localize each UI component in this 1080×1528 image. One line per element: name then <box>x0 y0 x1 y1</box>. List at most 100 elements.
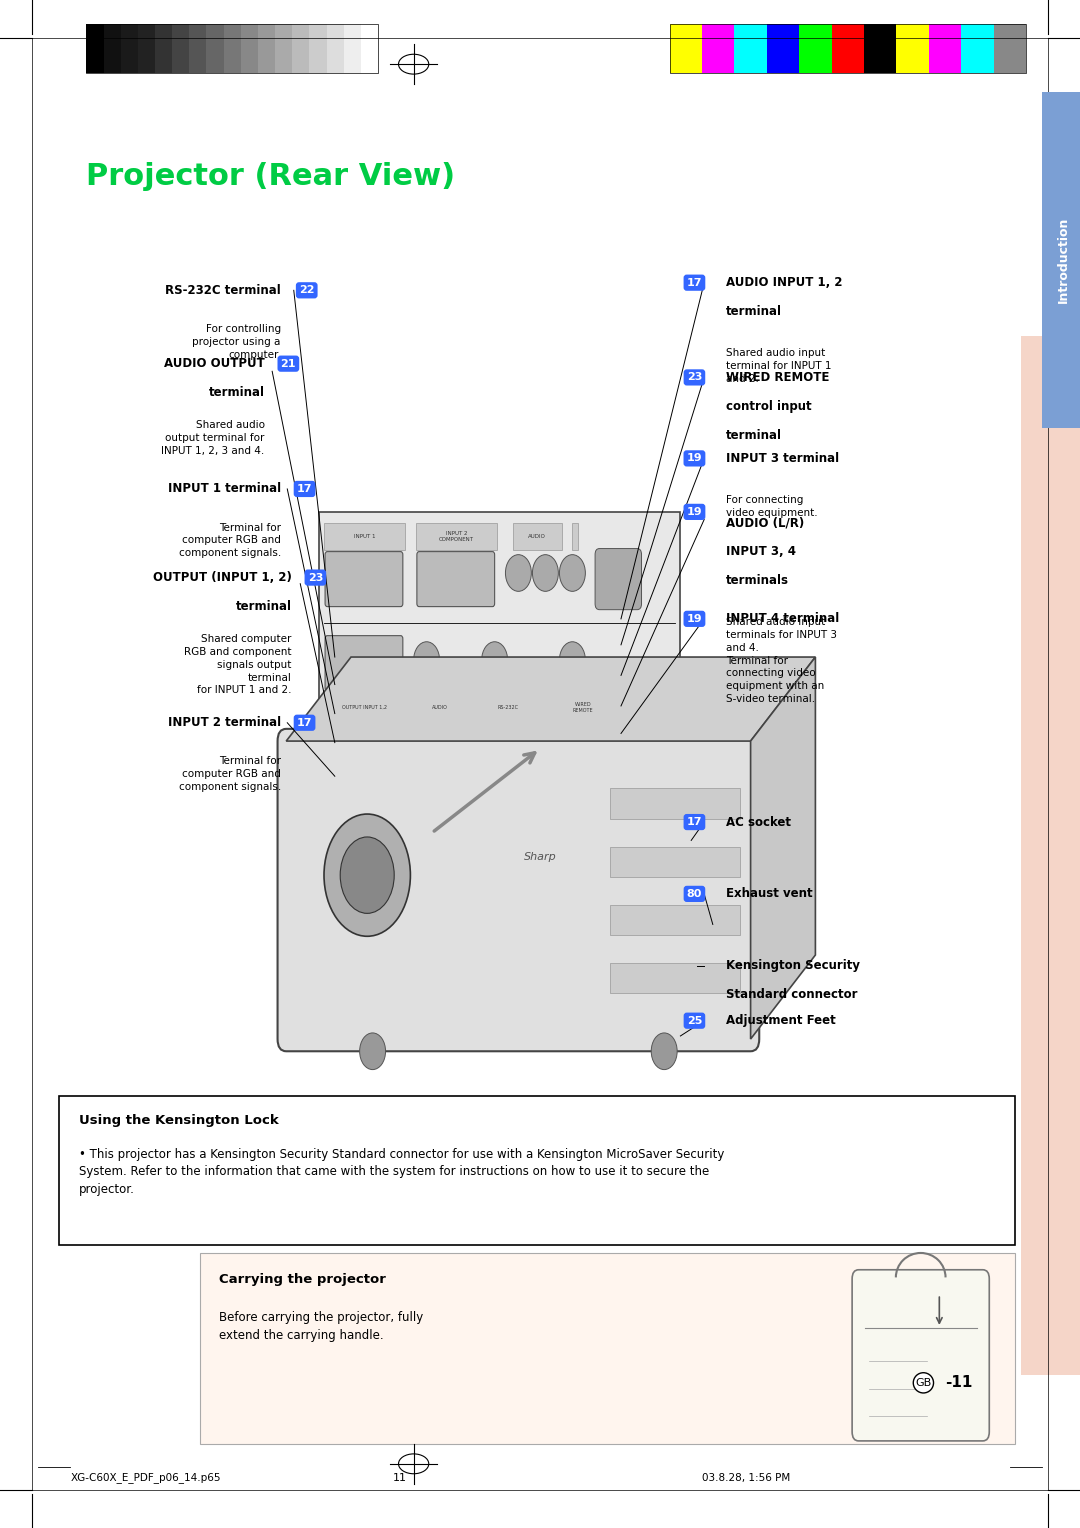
Bar <box>475 694 540 721</box>
Polygon shape <box>751 657 815 1039</box>
Text: 17: 17 <box>297 718 312 727</box>
Bar <box>104 24 121 73</box>
Text: WIRED
REMOTE: WIRED REMOTE <box>572 701 594 714</box>
Bar <box>610 788 740 819</box>
Text: 19: 19 <box>687 454 702 463</box>
Bar <box>156 24 172 73</box>
Text: terminal: terminal <box>726 306 782 318</box>
FancyBboxPatch shape <box>325 636 403 691</box>
Circle shape <box>559 642 585 678</box>
Text: 11: 11 <box>393 1473 406 1482</box>
Text: RS-232C terminal: RS-232C terminal <box>165 284 281 296</box>
FancyBboxPatch shape <box>325 552 403 607</box>
Bar <box>1021 336 1080 1375</box>
Bar <box>551 694 616 721</box>
Bar <box>929 24 961 73</box>
Text: GB: GB <box>915 1378 932 1387</box>
Bar <box>224 24 241 73</box>
Text: Shared audio
output terminal for
INPUT 1, 2, 3 and 4.: Shared audio output terminal for INPUT 1… <box>161 420 265 455</box>
Text: XG-C60X_E_PDF_p06_14.p65: XG-C60X_E_PDF_p06_14.p65 <box>70 1471 220 1484</box>
Text: Standard connector: Standard connector <box>726 989 858 1001</box>
Bar <box>961 24 994 73</box>
Text: INPUT 4 terminal: INPUT 4 terminal <box>726 613 839 625</box>
Bar <box>864 24 896 73</box>
Text: terminal: terminal <box>208 387 265 399</box>
Text: 17: 17 <box>687 278 702 287</box>
Bar <box>702 24 734 73</box>
Text: 19: 19 <box>687 614 702 623</box>
Text: 17: 17 <box>297 484 312 494</box>
Circle shape <box>559 555 585 591</box>
Bar <box>200 1253 1015 1444</box>
Text: INPUT 1 terminal: INPUT 1 terminal <box>167 483 281 495</box>
Text: Introduction: Introduction <box>1057 217 1070 303</box>
FancyBboxPatch shape <box>278 729 759 1051</box>
Bar <box>324 523 405 550</box>
Bar <box>416 523 497 550</box>
Text: Terminal for
computer RGB and
component signals.: Terminal for computer RGB and component … <box>178 756 281 792</box>
Bar <box>896 24 929 73</box>
Text: AUDIO (L/R): AUDIO (L/R) <box>726 516 804 529</box>
Bar <box>1042 92 1080 428</box>
Circle shape <box>532 555 558 591</box>
Text: 17: 17 <box>687 817 702 827</box>
Text: Using the Kensington Lock: Using the Kensington Lock <box>79 1114 279 1128</box>
Text: Terminal for
connecting video
equipment with an
S-video terminal.: Terminal for connecting video equipment … <box>726 656 824 704</box>
Bar <box>670 24 1026 73</box>
Bar <box>206 24 224 73</box>
Bar <box>513 523 562 550</box>
Bar <box>767 24 799 73</box>
Bar <box>734 24 767 73</box>
Text: 03.8.28, 1:56 PM: 03.8.28, 1:56 PM <box>702 1473 791 1482</box>
Text: INPUT 3, 4: INPUT 3, 4 <box>726 545 796 558</box>
Text: 19: 19 <box>687 507 702 516</box>
Text: terminal: terminal <box>235 601 292 613</box>
Bar <box>572 523 578 550</box>
Text: Kensington Security: Kensington Security <box>726 960 860 972</box>
Text: OUTPUT (INPUT 1, 2): OUTPUT (INPUT 1, 2) <box>152 571 292 584</box>
Text: For controlling
projector using a
computer.: For controlling projector using a comput… <box>192 324 281 359</box>
Text: Carrying the projector: Carrying the projector <box>219 1273 387 1287</box>
Bar <box>309 24 326 73</box>
Text: 21: 21 <box>281 359 296 368</box>
Text: control input: control input <box>726 400 811 413</box>
Text: 23: 23 <box>308 573 323 582</box>
Text: AUDIO OUTPUT: AUDIO OUTPUT <box>164 358 265 370</box>
Text: 23: 23 <box>687 373 702 382</box>
Bar <box>799 24 832 73</box>
Text: 25: 25 <box>687 1016 702 1025</box>
Bar <box>138 24 156 73</box>
Bar <box>670 24 702 73</box>
Circle shape <box>360 1033 386 1070</box>
Bar <box>275 24 293 73</box>
Bar <box>610 905 740 935</box>
Text: AUDIO: AUDIO <box>528 533 546 539</box>
Circle shape <box>324 814 410 937</box>
Text: RS-232C: RS-232C <box>497 704 518 711</box>
Text: Projector (Rear View): Projector (Rear View) <box>86 162 456 191</box>
Bar <box>293 24 309 73</box>
FancyBboxPatch shape <box>417 552 495 607</box>
Text: Before carrying the projector, fully
extend the carrying handle.: Before carrying the projector, fully ext… <box>219 1311 423 1342</box>
Text: INPUT 2 terminal: INPUT 2 terminal <box>167 717 281 729</box>
Text: terminal: terminal <box>726 429 782 442</box>
Text: Exhaust vent: Exhaust vent <box>726 888 812 900</box>
Text: INPUT 1: INPUT 1 <box>354 533 375 539</box>
Bar <box>343 24 361 73</box>
Text: 80: 80 <box>687 889 702 898</box>
Bar <box>416 694 464 721</box>
Text: INPUT 3 terminal: INPUT 3 terminal <box>726 452 839 465</box>
Bar <box>121 24 138 73</box>
Bar <box>319 512 680 733</box>
Text: Sharp: Sharp <box>524 853 556 862</box>
Polygon shape <box>286 657 815 741</box>
Text: Shared audio input
terminal for INPUT 1
and 2.: Shared audio input terminal for INPUT 1 … <box>726 348 832 384</box>
Text: Adjustment Feet: Adjustment Feet <box>726 1015 836 1027</box>
Text: AC socket: AC socket <box>726 816 791 828</box>
Bar <box>86 24 378 73</box>
Circle shape <box>340 837 394 914</box>
Bar <box>994 24 1026 73</box>
Bar <box>832 24 864 73</box>
Text: • This projector has a Kensington Security Standard connector for use with a Ken: • This projector has a Kensington Securi… <box>79 1148 725 1195</box>
Text: 22: 22 <box>299 286 314 295</box>
